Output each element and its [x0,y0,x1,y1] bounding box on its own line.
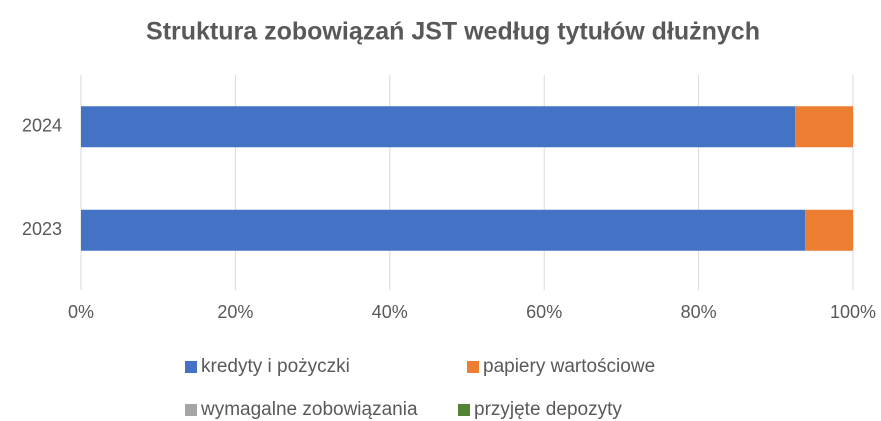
x-tick-label: 0% [68,302,94,322]
x-tick-label: 80% [681,302,717,322]
legend-label: wymagalne zobowiązania [200,399,418,420]
y-tick-label: 2023 [22,219,62,239]
x-tick-label: 60% [526,302,562,322]
legend-label: przyjęte depozyty [474,399,622,420]
chart-title: Struktura zobowiązań JST według tytułów … [146,18,760,46]
legend-label: kredyty i pożyczki [201,356,350,377]
bar-segment [805,209,853,251]
x-tick-label: 100% [830,302,876,322]
bar-segment [81,209,806,251]
legend-swatch [458,404,470,416]
legend-label: papiery wartościowe [483,356,655,377]
bar-segment [81,106,796,148]
legend-swatch [185,361,197,373]
y-tick-label: 2024 [22,116,62,136]
x-tick-label: 20% [217,302,253,322]
legend-swatch [185,404,197,416]
legend-swatch [467,361,479,373]
x-tick-label: 40% [372,302,408,322]
bar-segment [795,106,853,148]
